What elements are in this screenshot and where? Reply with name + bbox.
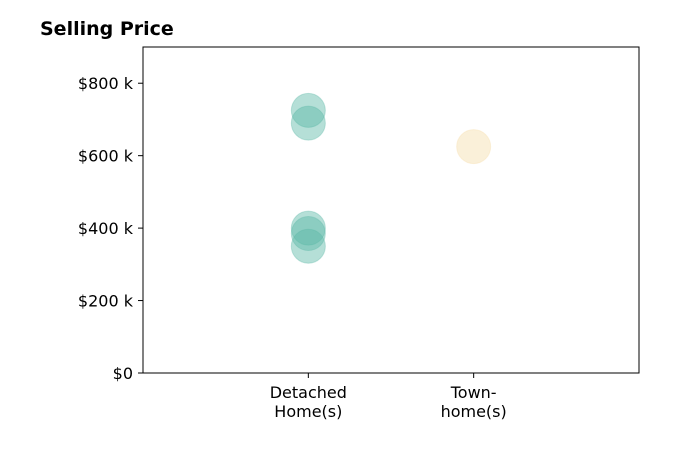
chart-title: Selling Price [40,18,174,40]
data-point [290,210,326,246]
data-point [456,129,492,165]
y-tick-label: $0 [113,364,133,383]
y-tick-label: $600 k [78,147,134,166]
y-axis: $0 $200 k $400 k $600 k $800 k [78,74,143,383]
data-point [290,105,326,141]
x-tick-label: Detached Home(s) [270,383,347,421]
y-tick-label: $400 k [78,219,134,238]
plot-frame [142,46,640,374]
data-points [290,92,492,264]
x-tick-label: Town-home(s) [441,383,507,421]
y-tick-label: $800 k [78,74,134,93]
data-point [290,92,326,128]
data-point [290,216,326,252]
y-tick-label: $200 k [78,292,134,311]
x-axis: Detached Home(s) Town-home(s) [270,373,507,421]
data-point [290,228,326,264]
